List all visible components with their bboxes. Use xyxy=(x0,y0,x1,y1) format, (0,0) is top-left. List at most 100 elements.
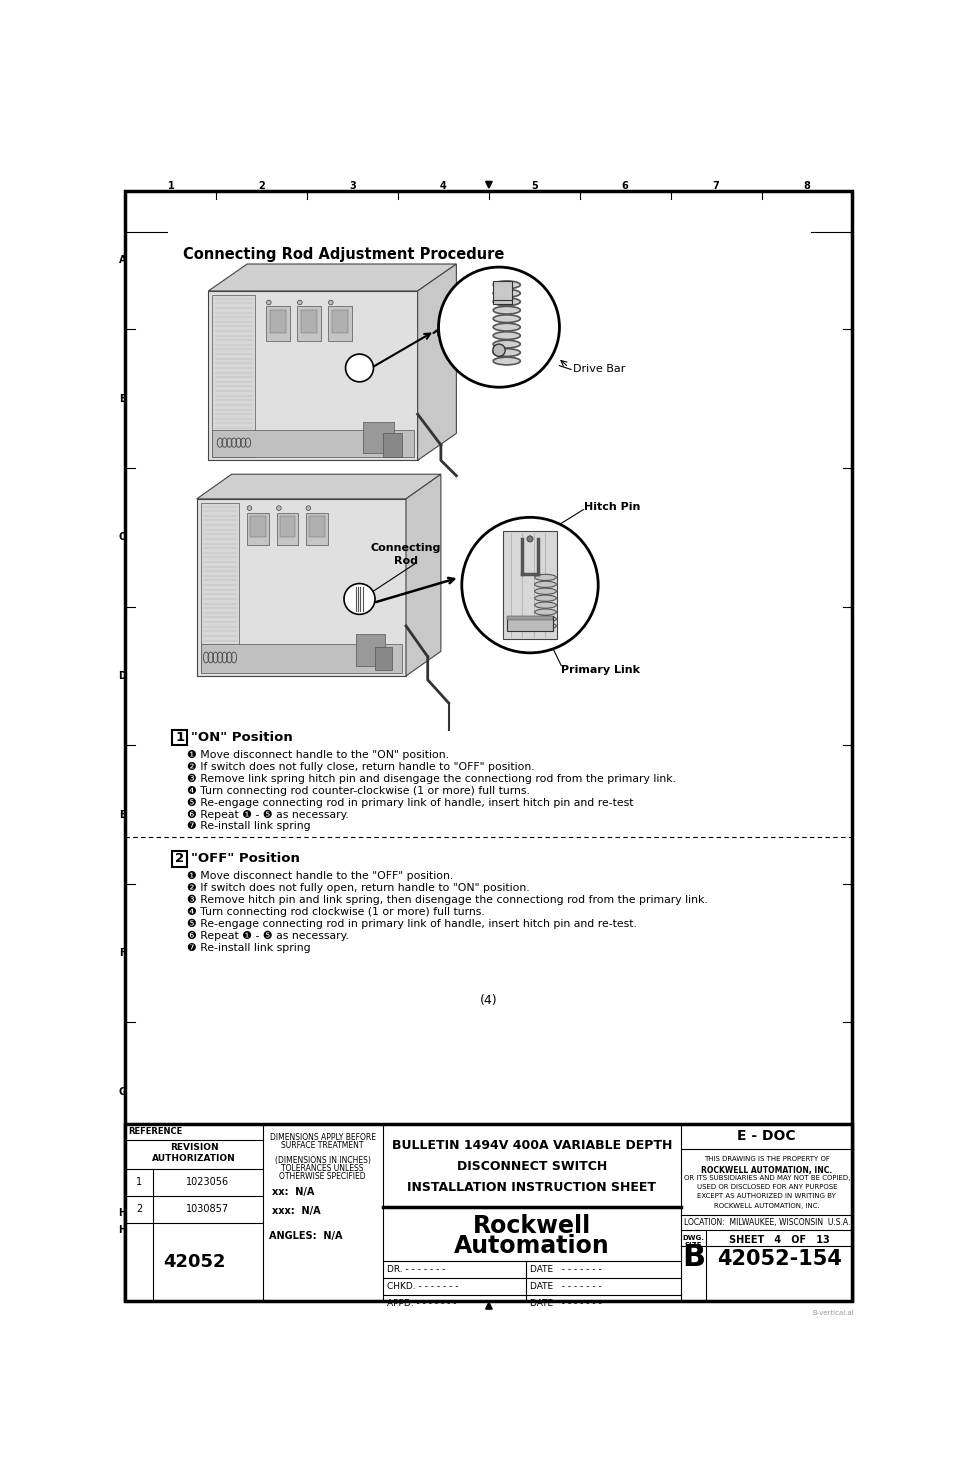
Text: ❶ Move disconnect handle to the "ON" position.: ❶ Move disconnect handle to the "ON" pos… xyxy=(187,749,449,760)
Bar xyxy=(200,503,239,673)
Text: 7: 7 xyxy=(712,181,719,192)
Bar xyxy=(355,634,385,665)
Ellipse shape xyxy=(493,298,519,305)
Text: Primary Link: Primary Link xyxy=(560,665,639,674)
Text: E - DOC: E - DOC xyxy=(737,1130,795,1143)
Ellipse shape xyxy=(493,332,519,339)
Circle shape xyxy=(344,584,375,615)
Ellipse shape xyxy=(534,622,556,628)
Polygon shape xyxy=(208,264,456,291)
Text: 2: 2 xyxy=(258,181,265,192)
Bar xyxy=(382,434,402,456)
Text: ❹ Turn connecting rod counter-clockwise (1 or more) full turns.: ❹ Turn connecting rod counter-clockwise … xyxy=(187,786,530,795)
Circle shape xyxy=(266,301,271,305)
Text: Connecting Rod Adjustment Procedure: Connecting Rod Adjustment Procedure xyxy=(183,246,503,261)
Polygon shape xyxy=(417,264,456,460)
Text: ❸ Remove link spring hitch pin and disengage the connectiong rod from the primar: ❸ Remove link spring hitch pin and disen… xyxy=(187,774,676,785)
Text: xxx:  N/A: xxx: N/A xyxy=(272,1207,320,1215)
Circle shape xyxy=(297,301,302,305)
Text: G: G xyxy=(118,1087,126,1097)
Text: 2: 2 xyxy=(175,853,184,866)
Ellipse shape xyxy=(493,348,519,357)
Text: 6: 6 xyxy=(621,181,628,192)
Text: ❻ Repeat ❶ - ❺ as necessary.: ❻ Repeat ❶ - ❺ as necessary. xyxy=(187,810,349,820)
Text: Drive Bar: Drive Bar xyxy=(572,364,624,375)
Text: BULLETIN 1494V 400A VARIABLE DEPTH: BULLETIN 1494V 400A VARIABLE DEPTH xyxy=(392,1139,672,1152)
Circle shape xyxy=(438,267,558,388)
Bar xyxy=(200,643,402,673)
Bar xyxy=(212,429,414,456)
Bar xyxy=(196,499,406,676)
Text: ❼ Re-install link spring: ❼ Re-install link spring xyxy=(187,822,311,832)
Ellipse shape xyxy=(493,341,519,348)
Ellipse shape xyxy=(493,289,519,296)
Circle shape xyxy=(345,354,373,382)
Bar xyxy=(276,513,298,546)
Bar xyxy=(297,307,320,341)
Bar xyxy=(502,531,557,639)
Text: D: D xyxy=(118,671,126,681)
Ellipse shape xyxy=(534,581,556,587)
Text: TOLERANCES UNLESS: TOLERANCES UNLESS xyxy=(281,1164,363,1173)
Text: USED OR DISCLOSED FOR ANY PURPOSE: USED OR DISCLOSED FOR ANY PURPOSE xyxy=(696,1184,836,1190)
Ellipse shape xyxy=(534,617,556,622)
Bar xyxy=(270,310,286,333)
Text: Hitch Pin: Hitch Pin xyxy=(583,502,640,512)
Text: 4: 4 xyxy=(439,181,446,192)
Ellipse shape xyxy=(493,314,519,323)
Text: 1: 1 xyxy=(175,732,184,743)
Text: B: B xyxy=(118,394,126,404)
Text: (4): (4) xyxy=(479,994,497,1007)
Circle shape xyxy=(276,506,281,510)
Text: 3: 3 xyxy=(349,181,355,192)
Text: xx:  N/A: xx: N/A xyxy=(272,1187,314,1196)
Text: B: B xyxy=(681,1243,704,1271)
Text: LOCATION:  MILWAUKEE, WISCONSIN  U.S.A.: LOCATION: MILWAUKEE, WISCONSIN U.S.A. xyxy=(683,1218,849,1227)
Circle shape xyxy=(328,301,333,305)
Text: OTHERWISE SPECIFIED: OTHERWISE SPECIFIED xyxy=(279,1171,366,1181)
Ellipse shape xyxy=(534,594,556,602)
Polygon shape xyxy=(196,475,440,499)
Text: SURFACE TREATMENT: SURFACE TREATMENT xyxy=(281,1142,363,1150)
Circle shape xyxy=(493,344,505,357)
Ellipse shape xyxy=(534,609,556,615)
Text: "OFF" Position: "OFF" Position xyxy=(192,853,300,866)
Bar xyxy=(208,291,417,460)
Text: (DIMENSIONS IN INCHES): (DIMENSIONS IN INCHES) xyxy=(274,1156,370,1165)
Circle shape xyxy=(461,518,598,653)
Text: ❶ Move disconnect handle to the "OFF" position.: ❶ Move disconnect handle to the "OFF" po… xyxy=(187,872,454,881)
Text: DISCONNECT SWITCH: DISCONNECT SWITCH xyxy=(456,1159,606,1173)
Bar xyxy=(332,310,348,333)
Text: ❹ Turn connecting rod clockwise (1 or more) full turns.: ❹ Turn connecting rod clockwise (1 or mo… xyxy=(187,907,485,917)
Text: EXCEPT AS AUTHORIZED IN WRITING BY: EXCEPT AS AUTHORIZED IN WRITING BY xyxy=(697,1193,836,1199)
Text: ROCKWELL AUTOMATION, INC.: ROCKWELL AUTOMATION, INC. xyxy=(700,1165,832,1174)
Bar xyxy=(266,307,290,341)
Text: Rockwell: Rockwell xyxy=(473,1214,591,1238)
Bar xyxy=(247,513,269,546)
Text: 1: 1 xyxy=(168,181,174,192)
Bar xyxy=(506,617,553,631)
Text: DR. - - - - - - -: DR. - - - - - - - xyxy=(386,1266,445,1274)
Text: THIS DRAWING IS THE PROPERTY OF: THIS DRAWING IS THE PROPERTY OF xyxy=(703,1156,829,1162)
Text: E: E xyxy=(119,810,126,820)
Text: INSTALLATION INSTRUCTION SHEET: INSTALLATION INSTRUCTION SHEET xyxy=(407,1181,656,1193)
Bar xyxy=(363,422,394,453)
Circle shape xyxy=(306,506,311,510)
Text: H: H xyxy=(118,1208,127,1218)
Bar xyxy=(493,280,512,304)
Text: ❺ Re-engage connecting rod in primary link of handle, insert hitch pin and re-te: ❺ Re-engage connecting rod in primary li… xyxy=(187,919,637,929)
Text: ❼ Re-install link spring: ❼ Re-install link spring xyxy=(187,943,311,953)
Bar xyxy=(328,307,352,341)
Bar xyxy=(125,1124,852,1301)
Text: Connecting
Rod: Connecting Rod xyxy=(371,543,440,565)
Bar xyxy=(172,730,187,745)
Text: DIMENSIONS APPLY BEFORE: DIMENSIONS APPLY BEFORE xyxy=(270,1133,375,1142)
Bar xyxy=(375,646,392,670)
Ellipse shape xyxy=(534,602,556,608)
Text: 1030857: 1030857 xyxy=(186,1204,229,1214)
Bar xyxy=(250,516,266,537)
Text: Automation: Automation xyxy=(454,1233,609,1258)
Text: REVISION
AUTHORIZATION: REVISION AUTHORIZATION xyxy=(152,1143,235,1164)
Bar xyxy=(506,617,553,620)
Ellipse shape xyxy=(493,307,519,314)
